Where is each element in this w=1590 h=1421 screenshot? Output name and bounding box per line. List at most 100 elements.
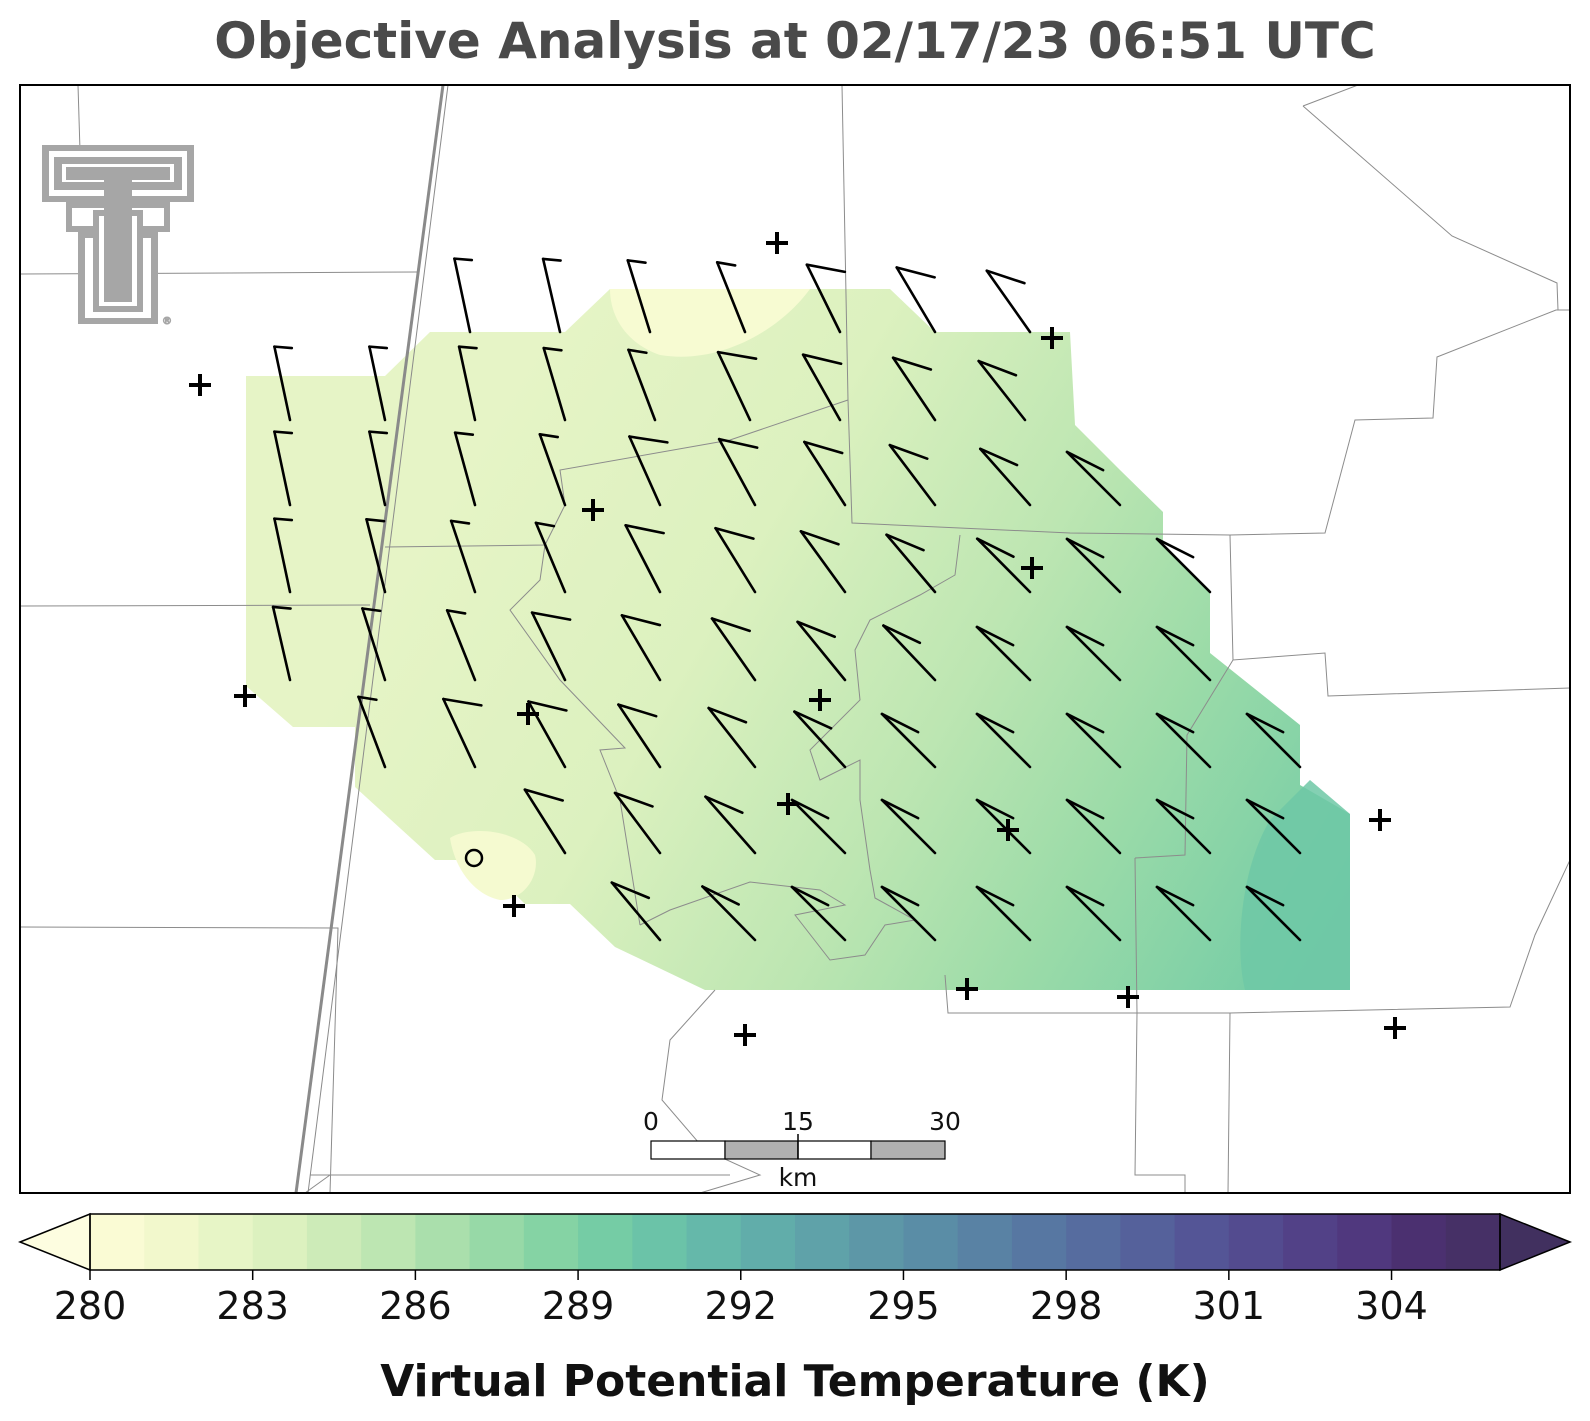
station-marker	[1369, 809, 1391, 831]
station-marker	[189, 374, 211, 396]
scale-label-0: 0	[643, 1107, 659, 1136]
wind-barb-shaft	[534, 521, 567, 594]
analysis-shading	[246, 289, 1350, 990]
wind-barb-feather	[271, 605, 292, 610]
wind-barb-feather	[530, 611, 572, 621]
colorbar-tick-label: 301	[1193, 1284, 1266, 1328]
wind-barb-feather	[523, 788, 564, 802]
wind-barb-feather	[880, 885, 920, 907]
wind-barb-shaft	[975, 798, 1032, 855]
wind-barb-feather	[707, 706, 748, 724]
wind-barb-feather	[527, 700, 568, 712]
colorbar-cell	[849, 1214, 905, 1270]
wind-barb-shaft	[273, 430, 292, 507]
wind-barb-feather	[1065, 625, 1105, 647]
wind-barb-feather	[442, 697, 483, 707]
wind-barb-feather	[975, 885, 1015, 907]
wind-barb-shaft	[793, 710, 847, 769]
wind-barb-feather	[716, 350, 758, 360]
wind-barb-shaft	[805, 263, 842, 334]
colorbar-cell	[1445, 1214, 1501, 1270]
wind-barb-shaft	[620, 614, 662, 682]
wind-barb-feather	[790, 885, 830, 907]
colorbar-tick-label: 283	[216, 1284, 289, 1328]
wind-barb-shaft	[880, 798, 937, 855]
colorbar-extend-low	[17, 1212, 91, 1272]
wind-barb-feather	[617, 703, 658, 718]
colorbar-tick-label: 286	[379, 1284, 452, 1328]
wind-barb-feather	[453, 257, 474, 262]
wind-barb-feather	[799, 530, 840, 546]
wind-barb-shaft	[717, 437, 757, 507]
wind-barb-shaft	[790, 885, 847, 942]
colorbar-cell	[632, 1214, 688, 1270]
wind-barb-shaft	[610, 881, 662, 942]
wind-barb-feather	[273, 517, 294, 522]
wind-barb-feather	[449, 519, 471, 525]
station-marker	[517, 703, 539, 725]
analysis-cold-pool-southwest	[450, 831, 536, 900]
wind-barb-shaft	[704, 795, 757, 855]
scale-bar: 0 15 30 km	[643, 1107, 961, 1192]
wind-barb-shaft	[985, 269, 1032, 334]
wind-barb-shaft	[624, 524, 662, 594]
station-markers	[189, 232, 1406, 1046]
station-marker	[809, 689, 831, 711]
colorbar-cell	[1391, 1214, 1447, 1270]
map-frame	[19, 84, 1571, 1194]
wind-barb-feather	[701, 885, 740, 906]
wind-barb-feather	[627, 348, 648, 355]
wind-barb-feather	[978, 447, 1019, 467]
wind-barb-shaft	[1155, 537, 1212, 594]
wind-barb-shaft	[1065, 798, 1122, 855]
wind-barb-shaft	[628, 435, 662, 507]
wind-barb-feather	[1065, 885, 1105, 907]
wind-barb-feather	[975, 625, 1015, 647]
wind-barb-shaft	[895, 266, 937, 334]
wind-barb-shaft	[542, 346, 567, 422]
analysis-cold-pool-north	[610, 289, 810, 357]
wind-barb-feather	[975, 537, 1015, 559]
wind-barb-shaft	[880, 712, 937, 769]
wind-barb-shaft	[1065, 537, 1122, 594]
wind-barb-shaft	[977, 359, 1027, 422]
wind-barb-shaft	[975, 885, 1032, 942]
colorbar: 280 283 286 289 292 295 298 301 304 Virtual Pote…	[17, 1212, 1573, 1407]
wind-barb-shaft	[442, 697, 477, 769]
wind-barb-feather	[610, 881, 651, 900]
wind-barb-shaft	[710, 617, 757, 682]
wind-barb-shaft	[1155, 798, 1212, 855]
wind-barb-shaft	[1155, 885, 1212, 942]
colorbar-tick-label: 298	[1030, 1284, 1103, 1328]
wind-barb-shaft	[801, 353, 842, 422]
wind-barb-feather	[1065, 798, 1105, 820]
wind-barb-shaft	[273, 345, 292, 422]
station-marker	[1041, 327, 1063, 349]
colorbar-tick-label: 304	[1355, 1284, 1428, 1328]
wind-barb-shaft	[613, 791, 662, 855]
wind-barb-feather	[1065, 450, 1105, 472]
wind-barb-shaft	[1155, 625, 1212, 682]
wind-barb-feather	[541, 257, 562, 262]
analysis-warm-band	[1240, 780, 1350, 990]
wind-barb-feather	[805, 263, 847, 274]
wind-barb-feather	[453, 431, 475, 436]
colorbar-tick-label: 295	[867, 1284, 940, 1328]
station-marker	[997, 819, 1019, 841]
wind-barb-feather	[368, 430, 389, 435]
colorbar-ticks: 280 283 286 289 292 295 298 301 304	[54, 1270, 1428, 1328]
wind-barb-feather	[803, 440, 844, 455]
calm-station-marker	[464, 848, 484, 868]
wind-barb-shaft	[1065, 450, 1122, 507]
wind-barb-shaft	[790, 798, 847, 855]
wind-barb-shaft	[361, 607, 387, 682]
colorbar-cell	[740, 1214, 796, 1270]
wind-barb-shaft	[1065, 712, 1122, 769]
wind-barb-shaft	[368, 345, 387, 422]
colorbar-tick-label: 280	[54, 1284, 127, 1328]
station-marker	[234, 685, 256, 707]
wind-barb-shaft	[799, 530, 847, 594]
wind-barb-feather	[357, 695, 378, 702]
